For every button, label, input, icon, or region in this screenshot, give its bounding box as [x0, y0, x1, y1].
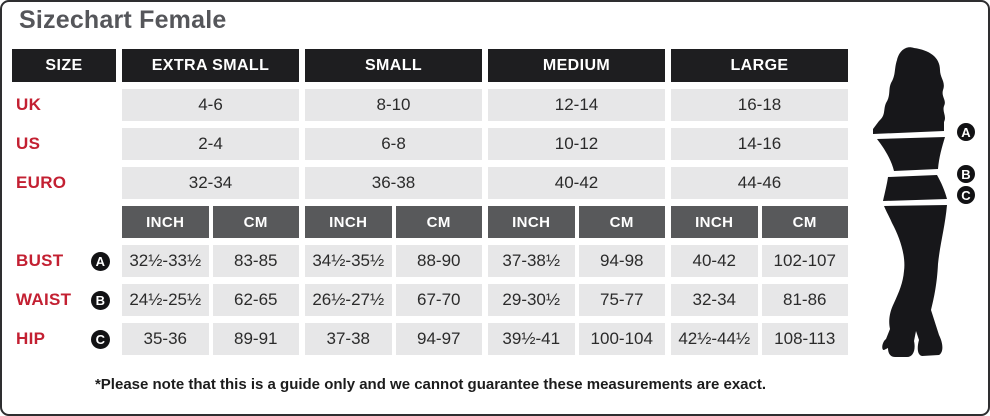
measurement-pair: 32-34 81-86: [671, 284, 848, 316]
table-cell: 108-113: [761, 323, 848, 355]
measurement-pair: 26½-27½ 67-70: [305, 284, 482, 316]
table-cell: 14-16: [671, 128, 848, 160]
unit-header-pair: INCH CM: [122, 206, 299, 238]
measurement-pair: 24½-25½ 62-65: [122, 284, 299, 316]
row-label-uk: UK: [16, 95, 42, 114]
measurement-pair: 39½-41 100-104: [488, 323, 665, 355]
table-cell: 34½-35½: [305, 245, 392, 277]
row-label-bust: BUST A: [12, 245, 116, 277]
unit-header-inch: INCH: [305, 206, 392, 238]
table-cell: 81-86: [761, 284, 848, 316]
unit-header-inch: INCH: [122, 206, 209, 238]
marker-c-badge: C: [91, 329, 110, 349]
measurement-pair: 34½-35½ 88-90: [305, 245, 482, 277]
unit-header-cm: CM: [761, 206, 848, 238]
table-cell: 26½-27½: [305, 284, 392, 316]
table-cell: 2-4: [122, 128, 299, 160]
table-cell: 16-18: [671, 89, 848, 121]
figure-marker-b: B: [957, 165, 975, 183]
table-cell: 67-70: [395, 284, 482, 316]
row-label-us: US: [16, 134, 41, 153]
unit-header-inch: INCH: [671, 206, 758, 238]
table-cell: 6-8: [305, 128, 482, 160]
marker-b-badge: B: [91, 290, 110, 310]
table-cell: 62-65: [212, 284, 299, 316]
figure-marker-c: C: [957, 186, 975, 204]
row-label-text: WAIST: [16, 290, 72, 309]
table-cell: 36-38: [305, 167, 482, 199]
table-cell: 29-30½: [488, 284, 575, 316]
table-cell: 32-34: [122, 167, 299, 199]
marker-a-badge: A: [91, 251, 110, 271]
table-cell: 89-91: [212, 323, 299, 355]
table-cell: 44-46: [671, 167, 848, 199]
table-cell: 8-10: [305, 89, 482, 121]
column-header-small: SMALL: [305, 49, 482, 82]
row-label-euro: EURO: [16, 173, 67, 192]
table-cell: 32-34: [671, 284, 758, 316]
unit-header-cm: CM: [578, 206, 665, 238]
measurement-pair: 37-38 94-97: [305, 323, 482, 355]
female-silhouette-icon: [873, 47, 947, 357]
table-cell: 39½-41: [488, 323, 575, 355]
unit-header-pair: INCH CM: [671, 206, 848, 238]
table-cell: 35-36: [122, 323, 209, 355]
measurement-pair: 40-42 102-107: [671, 245, 848, 277]
measurement-pair: 37-38½ 94-98: [488, 245, 665, 277]
table-cell: 94-98: [578, 245, 665, 277]
corner-header: SIZE: [12, 49, 116, 82]
table-cell: 40-42: [671, 245, 758, 277]
row-label-text: BUST: [16, 251, 64, 270]
table-cell: 83-85: [212, 245, 299, 277]
empty-corner: [12, 206, 116, 238]
figure-marker-a: A: [957, 123, 975, 141]
measurement-pair: 29-30½ 75-77: [488, 284, 665, 316]
table-cell: 88-90: [395, 245, 482, 277]
unit-header-pair: INCH CM: [488, 206, 665, 238]
column-header-extra-small: EXTRA SMALL: [122, 49, 299, 82]
table-cell: 102-107: [761, 245, 848, 277]
unit-header-inch: INCH: [488, 206, 575, 238]
column-header-large: LARGE: [671, 49, 848, 82]
table-cell: 4-6: [122, 89, 299, 121]
table-cell: 37-38: [305, 323, 392, 355]
table-cell: 94-97: [395, 323, 482, 355]
row-label-hip: HIP C: [12, 323, 116, 355]
table-cell: 32½-33½: [122, 245, 209, 277]
table-cell: 100-104: [578, 323, 665, 355]
size-table: SIZE EXTRA SMALL SMALL MEDIUM LARGE UK 4…: [12, 49, 848, 355]
measurement-pair: 42½-44½ 108-113: [671, 323, 848, 355]
row-label-text: HIP: [16, 329, 46, 348]
unit-header-pair: INCH CM: [305, 206, 482, 238]
table-cell: 24½-25½: [122, 284, 209, 316]
table-cell: 12-14: [488, 89, 665, 121]
unit-header-cm: CM: [212, 206, 299, 238]
row-label-waist: WAIST B: [12, 284, 116, 316]
column-header-medium: MEDIUM: [488, 49, 665, 82]
measurement-pair: 35-36 89-91: [122, 323, 299, 355]
page-title: Sizechart Female: [19, 6, 227, 34]
measurement-figure: A B C: [860, 42, 988, 374]
table-cell: 10-12: [488, 128, 665, 160]
measurement-pair: 32½-33½ 83-85: [122, 245, 299, 277]
table-cell: 42½-44½: [671, 323, 758, 355]
table-cell: 75-77: [578, 284, 665, 316]
table-cell: 37-38½: [488, 245, 575, 277]
table-cell: 40-42: [488, 167, 665, 199]
unit-header-cm: CM: [395, 206, 482, 238]
disclaimer-note: *Please note that this is a guide only a…: [94, 376, 767, 393]
